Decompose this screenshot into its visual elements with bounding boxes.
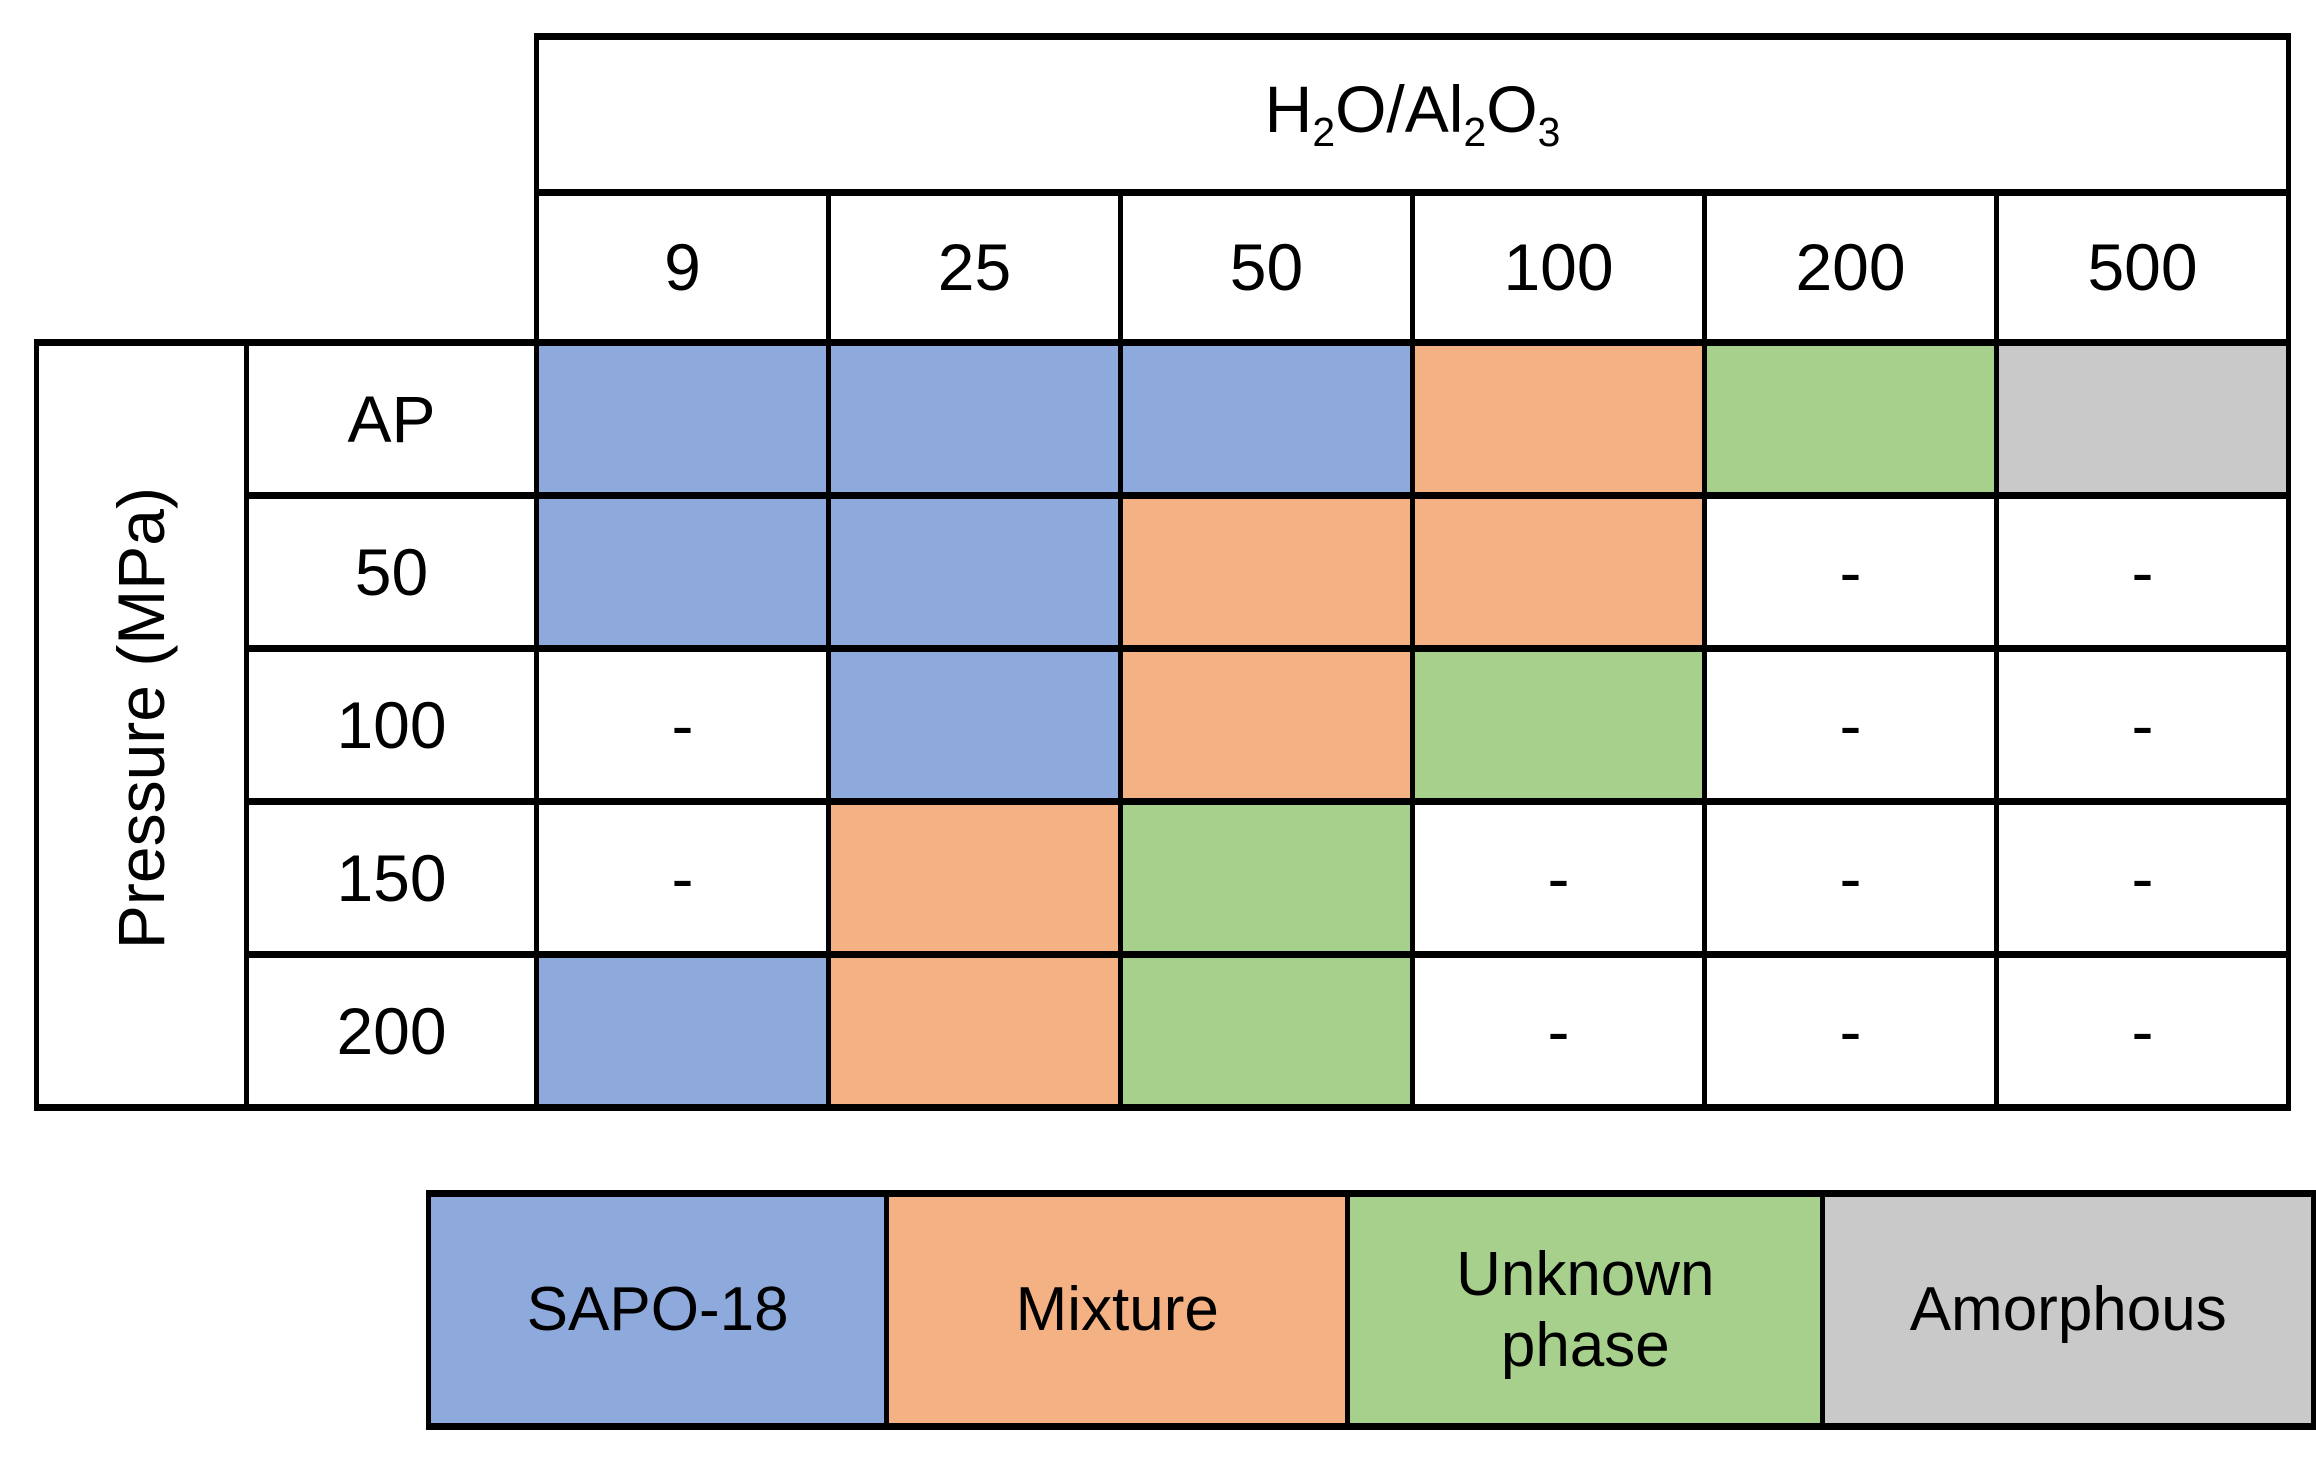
phase-cell: - [534, 645, 831, 805]
legend-row: SAPO-18 Mixture Unknown phase Amorphous [425, 1190, 2316, 1430]
row-header-100: 100 [244, 645, 539, 805]
table-row: 50 - - [37, 492, 2291, 652]
phase-cell [1410, 645, 1707, 805]
legend-item-sapo18: SAPO-18 [425, 1190, 890, 1430]
phase-cell [534, 492, 831, 652]
legend-item-mixture: Mixture [884, 1190, 1351, 1430]
phase-cell [534, 339, 831, 499]
phase-cell [1118, 951, 1415, 1111]
legend-label: Unknown phase [1456, 1239, 1715, 1380]
blank-corner [36, 192, 537, 343]
phase-cell [1118, 492, 1415, 652]
row-header-200: 200 [244, 951, 539, 1111]
formula-text: O [1486, 72, 1538, 147]
phase-cell: - [1994, 645, 2291, 805]
phase-cell [1410, 492, 1707, 652]
column-header-25: 25 [826, 189, 1123, 346]
column-header-200: 200 [1702, 189, 1999, 346]
phase-cell [826, 339, 1123, 499]
phase-cell [1702, 339, 1999, 499]
column-header-row: 9 25 50 100 200 500 [36, 189, 2291, 346]
legend-label: SAPO-18 [526, 1275, 789, 1345]
row-header-ap: AP [244, 339, 539, 499]
x-axis-group-header: H2O/Al2O3 [534, 33, 2291, 196]
phase-cell: - [1702, 645, 1999, 805]
phase-cell: - [1994, 492, 2291, 652]
phase-cell [826, 798, 1123, 958]
legend-label: Amorphous [1909, 1275, 2227, 1345]
legend-item-amorphous: Amorphous [1820, 1190, 2316, 1430]
phase-cell [534, 951, 831, 1111]
phase-cell [1994, 339, 2291, 499]
phase-cell [826, 951, 1123, 1111]
phase-cell [826, 645, 1123, 805]
phase-cell: - [1702, 798, 1999, 958]
y-axis-label: Pressure (MPa) [104, 487, 179, 950]
phase-cell [1118, 645, 1415, 805]
formula-text: O/Al [1335, 72, 1464, 147]
formula-subscript: 2 [1312, 109, 1336, 156]
legend: SAPO-18 Mixture Unknown phase Amorphous [425, 1190, 2316, 1430]
phase-cell [1410, 339, 1707, 499]
row-header-50: 50 [244, 492, 539, 652]
column-header-500: 500 [1994, 189, 2291, 346]
column-header-9: 9 [534, 189, 831, 346]
table-row: Pressure (MPa) AP [34, 339, 2291, 1111]
column-header-50: 50 [1118, 189, 1415, 346]
formula-subscript: 3 [1537, 109, 1561, 156]
phase-cell: - [1410, 798, 1707, 958]
phase-cell [1118, 798, 1415, 958]
formula-subscript: 2 [1463, 109, 1487, 156]
formula-text: H [1264, 72, 1313, 147]
row-header-150: 150 [244, 798, 539, 958]
column-header-100: 100 [1410, 189, 1707, 346]
formula-header-row: H2O/Al2O3 [36, 33, 2291, 196]
y-axis-label-cell: Pressure (MPa) [34, 339, 249, 1111]
phase-table: H2O/Al2O3 9 25 50 100 200 500 Pressure (… [34, 33, 2291, 1111]
phase-cell [826, 492, 1123, 652]
phase-cell: - [1702, 492, 1999, 652]
phase-cell: - [1702, 951, 1999, 1111]
phase-cell: - [1994, 798, 2291, 958]
phase-cell [1118, 339, 1415, 499]
blank-corner [36, 36, 537, 193]
legend-item-unknown: Unknown phase [1345, 1190, 1826, 1430]
phase-cell: - [1410, 951, 1707, 1111]
table-row: 100 - - - [37, 645, 2291, 805]
table-row: 200 - - - [37, 951, 2291, 1111]
table-row: 150 - - - - [37, 798, 2291, 958]
phase-cell: - [534, 798, 831, 958]
phase-cell: - [1994, 951, 2291, 1111]
legend-label: Mixture [1015, 1275, 1219, 1345]
